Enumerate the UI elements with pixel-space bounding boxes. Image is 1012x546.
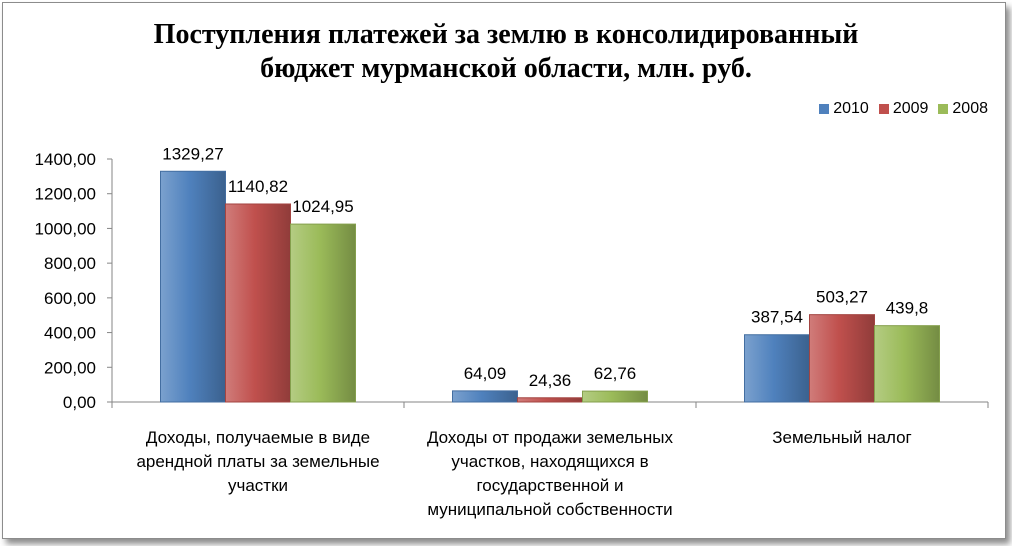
legend-label-2008: 2008: [952, 100, 988, 117]
legend-swatch-2009: [878, 104, 889, 114]
legend-label-2010: 2010: [833, 100, 869, 117]
chart-title-line-2: бюджет мурманской области, млн. руб.: [260, 53, 752, 84]
legend-item-2009: 2009: [878, 100, 929, 118]
chart-title: Поступления платежей за землю в консолид…: [0, 18, 1012, 86]
legend-swatch-2008: [938, 104, 949, 114]
legend-item-2008: 2008: [938, 100, 988, 118]
chart-title-line-1: Поступления платежей за землю в консолид…: [153, 19, 859, 50]
legend-swatch-2010: [819, 104, 830, 114]
chart-legend: 2010 2009 2008: [819, 100, 988, 118]
legend-item-2010: 2010: [819, 100, 869, 118]
legend-label-2009: 2009: [892, 100, 929, 117]
